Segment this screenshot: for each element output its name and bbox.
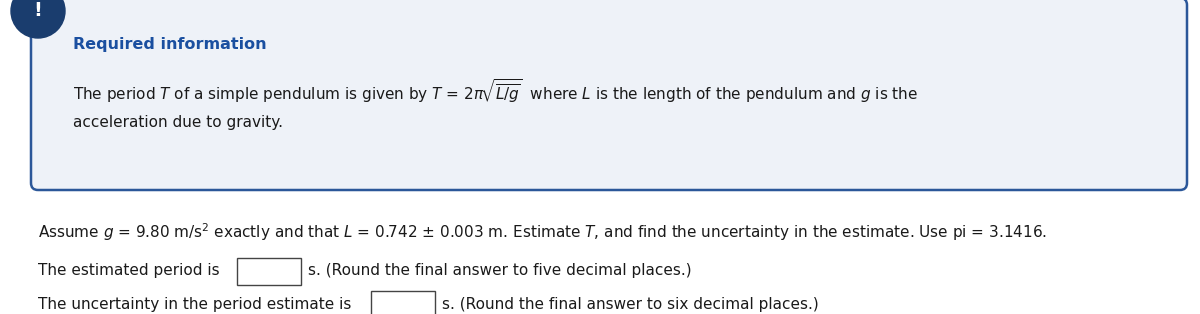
Text: Assume $\it{g}$ = 9.80 m/s$^2$ exactly and that $\it{L}$ = 0.742 $\pm$ 0.003 m. : Assume $\it{g}$ = 9.80 m/s$^2$ exactly a…	[38, 221, 1048, 243]
Text: s. (Round the final answer to five decimal places.): s. (Round the final answer to five decim…	[308, 263, 691, 279]
Text: The period $\it{T}$ of a simple pendulum is given by $\it{T}$ = 2$\pi\!\sqrt{\ov: The period $\it{T}$ of a simple pendulum…	[73, 77, 918, 105]
Text: acceleration due to gravity.: acceleration due to gravity.	[73, 115, 283, 130]
FancyBboxPatch shape	[371, 290, 436, 314]
Text: The estimated period is: The estimated period is	[38, 263, 220, 279]
FancyBboxPatch shape	[238, 257, 301, 284]
FancyBboxPatch shape	[31, 0, 1187, 190]
Text: Required information: Required information	[73, 37, 266, 52]
Circle shape	[11, 0, 65, 38]
Text: s. (Round the final answer to six decimal places.): s. (Round the final answer to six decima…	[442, 296, 818, 311]
Text: !: !	[34, 2, 42, 20]
Text: The uncertainty in the period estimate is: The uncertainty in the period estimate i…	[38, 296, 352, 311]
